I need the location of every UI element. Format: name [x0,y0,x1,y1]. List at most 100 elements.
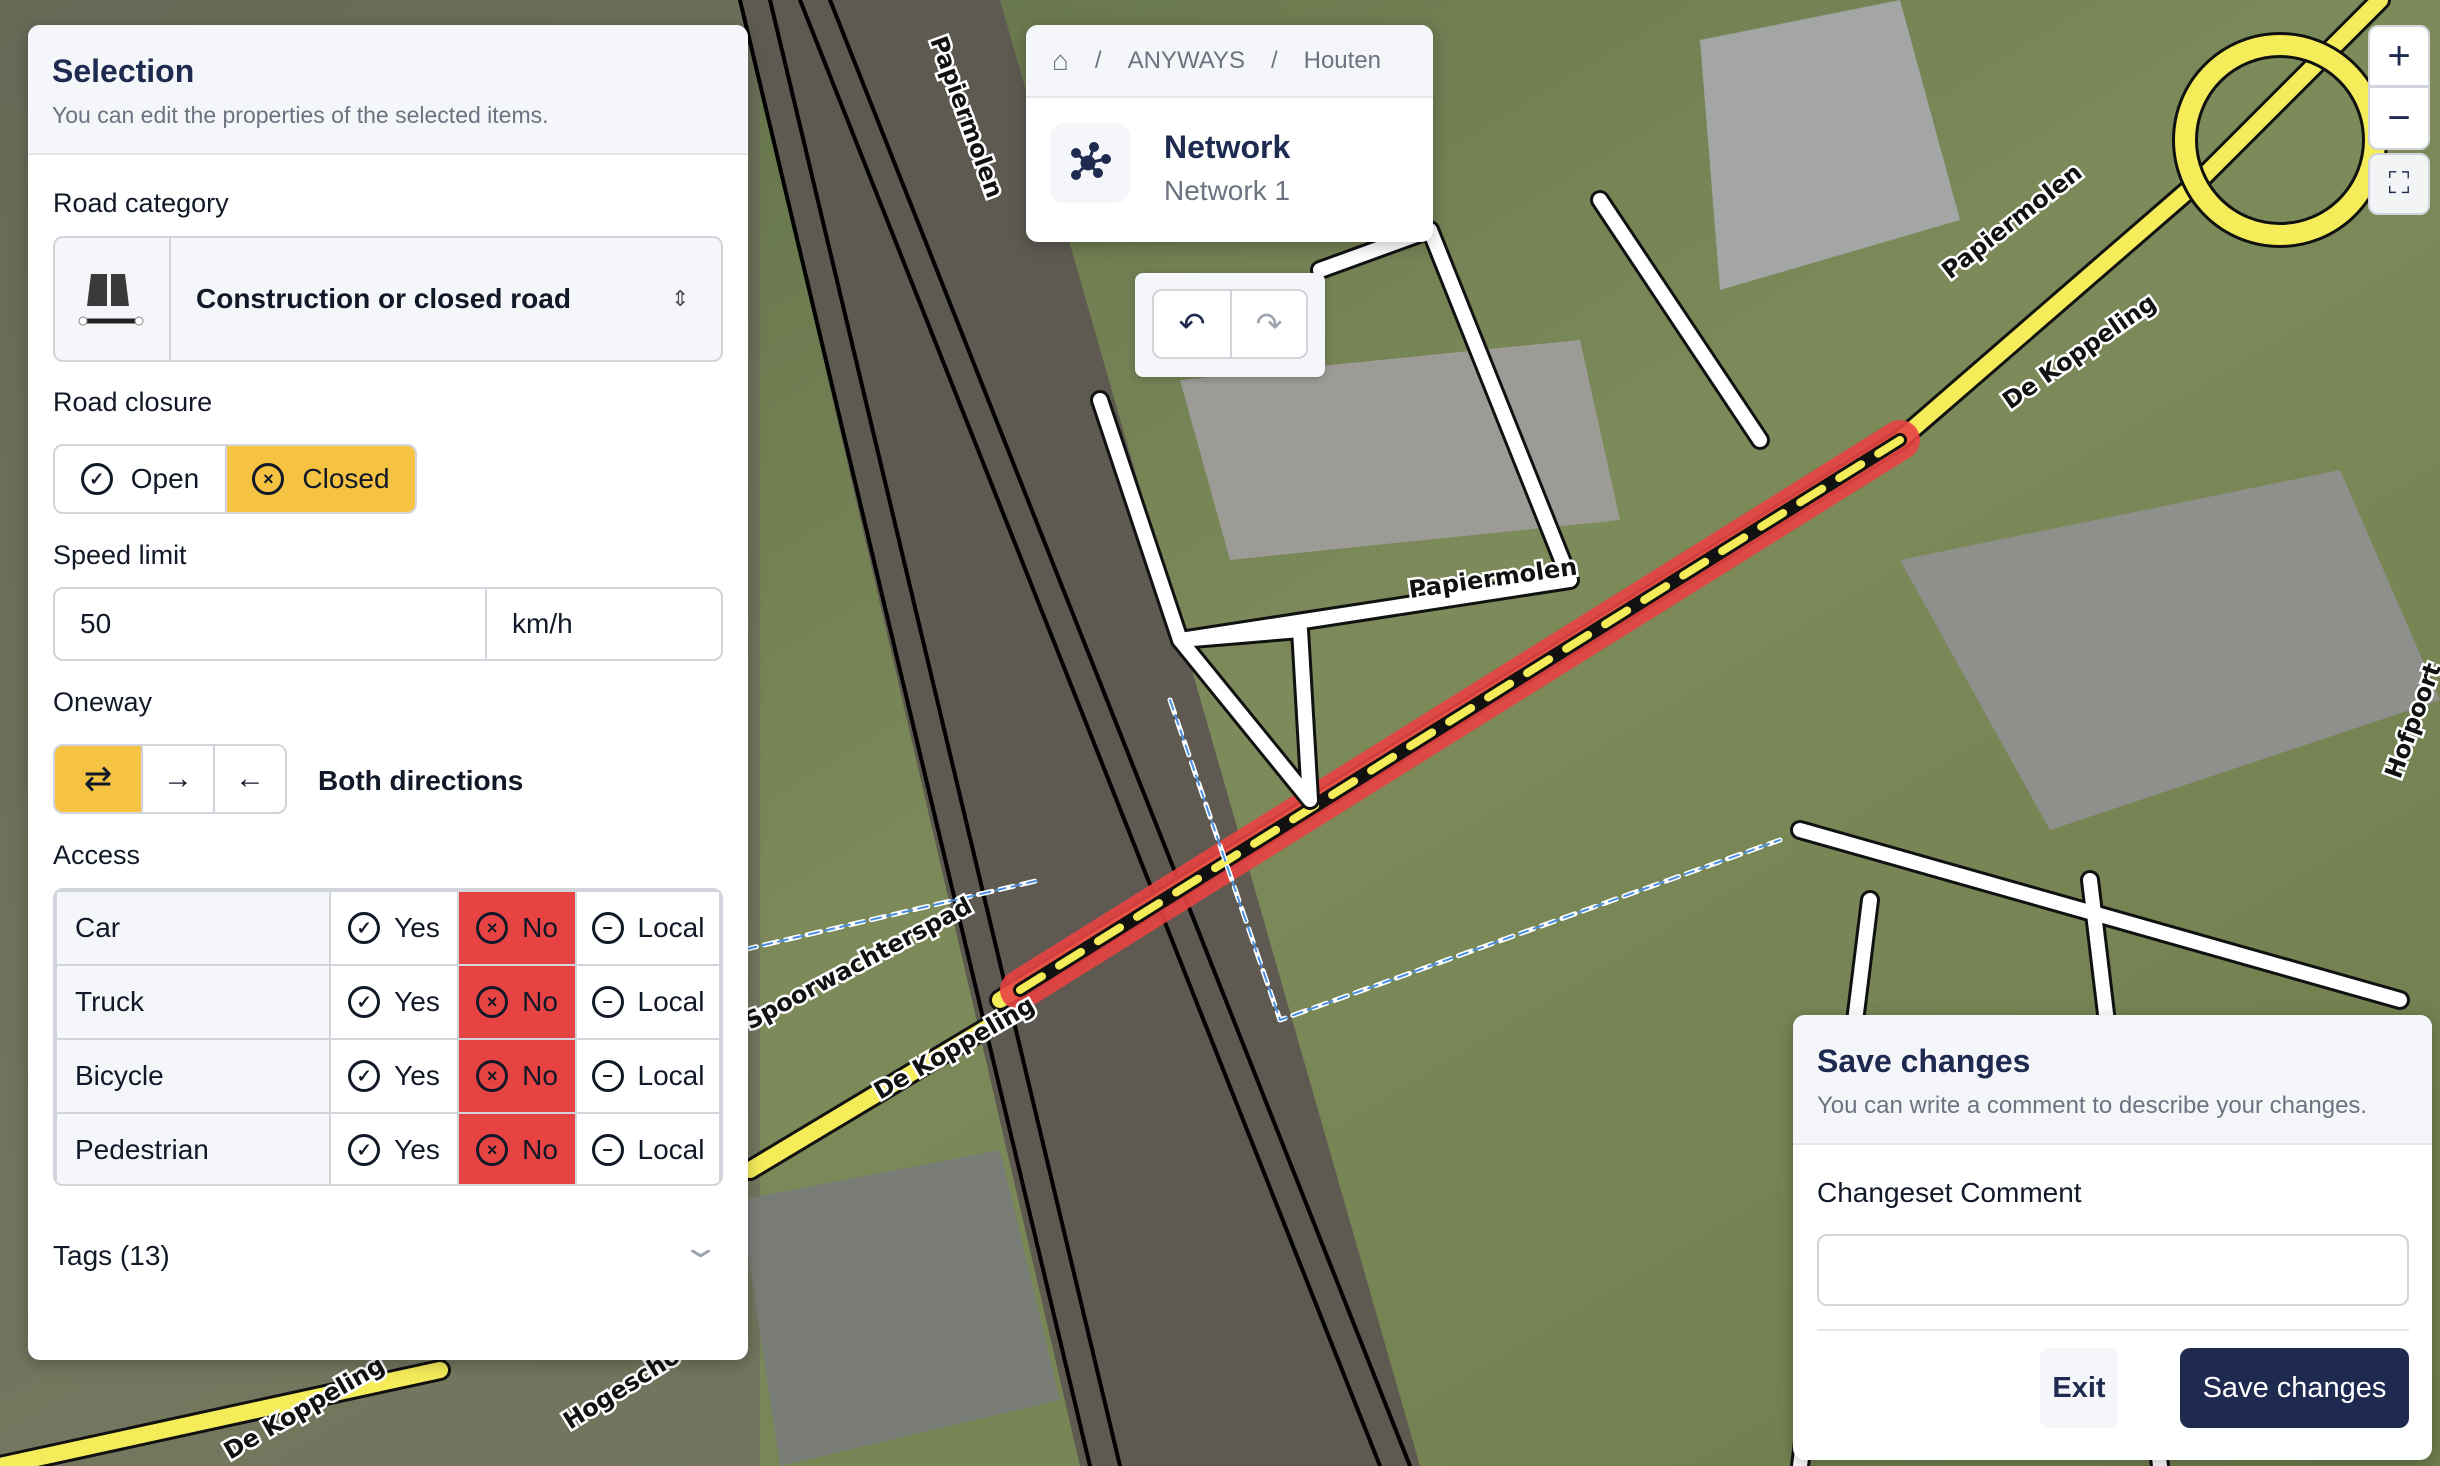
closed-road-icon [55,238,171,360]
option-label: Local [637,912,705,943]
option-label: Local [637,986,705,1017]
save-changes-button[interactable]: Save changes [2180,1348,2409,1428]
exit-button[interactable]: Exit [2040,1348,2118,1428]
access-label: Access [53,840,141,870]
access-option-no[interactable]: × No [457,964,577,1040]
breadcrumb-separator: / [1270,46,1278,74]
check-circle-icon: ✓ [80,463,113,495]
access-option-no[interactable]: × No [457,1112,577,1184]
x-circle-icon: × [476,1060,509,1092]
access-row: Truck ✓ Yes × No − Local [55,964,721,1040]
oneway-label: Oneway [53,687,153,717]
comment-label: Changeset Comment [1817,1177,2082,1208]
arrows-both-icon: ⇄ [83,760,113,798]
access-option-yes[interactable]: ✓ Yes [329,964,459,1040]
minus-circle-icon: − [591,1134,624,1166]
undo-icon: ↶ [1178,306,1206,342]
speed-limit-label: Speed limit [53,540,187,570]
access-row: Pedestrian ✓ Yes × No − Local [55,1112,721,1184]
arrow-right-icon: → [163,762,193,795]
chevron-updown-icon: ⇕ [671,286,690,311]
both-directions-button[interactable]: ⇄ [55,746,143,812]
undo-button[interactable]: ↶ [1154,291,1232,357]
x-circle-icon: × [476,912,509,944]
check-circle-icon: ✓ [348,912,381,944]
minus-circle-icon: − [591,912,624,944]
access-mode: Pedestrian [55,1112,331,1184]
breadcrumb-item[interactable]: ANYWAYS [1127,46,1245,74]
option-label: Yes [394,1060,440,1091]
access-option-yes[interactable]: ✓ Yes [329,890,459,966]
access-option-local[interactable]: − Local [575,1038,721,1114]
breadcrumb-item[interactable]: Houten [1303,46,1382,74]
access-mode: Car [55,890,331,966]
check-circle-icon: ✓ [348,1060,381,1092]
road-closure-toggle: ✓ Open × Closed [53,444,417,514]
access-option-yes[interactable]: ✓ Yes [329,1038,459,1114]
closure-open-button[interactable]: ✓ Open [55,446,227,512]
arrow-left-icon: ← [235,762,265,795]
option-label: No [522,912,558,943]
zoom-out-button[interactable]: − [2368,86,2430,150]
option-label: No [522,1134,558,1165]
access-option-local[interactable]: − Local [575,964,721,1040]
breadcrumb-card: ⌂ / ANYWAYS / Houten Network Network 1 [1026,25,1433,242]
option-label: No [522,1060,558,1091]
redo-button[interactable]: ↷ [1232,291,1306,357]
redo-icon: ↷ [1255,306,1283,342]
option-label: Closed [302,463,390,494]
speed-limit-field: 50 km/h [53,587,723,661]
road-category-select[interactable]: Construction or closed road ⇕ [53,236,723,362]
check-circle-icon: ✓ [348,986,381,1018]
expand-icon: ⛶ [2388,167,2410,200]
access-row: Car ✓ Yes × No − Local [55,890,721,966]
save-subtitle: You can write a comment to describe your… [1817,1092,2368,1119]
access-option-local[interactable]: − Local [575,1112,721,1184]
road-category-value: Construction or closed road [196,283,571,314]
speed-limit-input[interactable]: 50 [55,589,487,659]
option-label: No [522,986,558,1017]
oneway-value: Both directions [318,765,524,796]
home-icon[interactable]: ⌂ [1052,44,1069,76]
option-label: Yes [394,986,440,1017]
minus-circle-icon: − [591,1060,624,1092]
undo-redo-group: ↶ ↷ [1152,289,1308,359]
access-row: Bicycle ✓ Yes × No − Local [55,1038,721,1114]
option-label: Local [637,1134,705,1165]
zoom-in-button[interactable]: + [2368,25,2430,87]
x-circle-icon: × [476,1134,509,1166]
closure-closed-button[interactable]: × Closed [227,446,415,512]
option-label: Open [130,463,200,494]
minus-icon: − [2387,95,2411,140]
network-title: Network [1164,129,1291,165]
network-icon [1050,123,1130,203]
backward-button[interactable]: ← [215,746,285,812]
network-name: Network 1 [1164,175,1291,206]
access-table: Car ✓ Yes × No − Local Truck ✓ Yes × No − Local Bicycl… [53,888,723,1186]
x-circle-icon: × [252,463,285,495]
road-category-label: Road category [53,188,229,218]
option-label: Yes [394,1134,440,1165]
panel-title: Selection [52,53,195,89]
save-title: Save changes [1817,1043,2031,1079]
tags-toggle[interactable]: Tags (13) [53,1240,170,1271]
fullscreen-button[interactable]: ⛶ [2368,153,2430,215]
access-option-no[interactable]: × No [457,1038,577,1114]
option-label: Yes [394,912,440,943]
x-circle-icon: × [476,986,509,1018]
access-option-no[interactable]: × No [457,890,577,966]
forward-button[interactable]: → [143,746,215,812]
breadcrumb-separator: / [1094,46,1102,74]
panel-subtitle: You can edit the properties of the selec… [52,102,549,128]
chevron-down-icon[interactable]: ⌄ [680,1231,721,1264]
access-mode: Bicycle [55,1038,331,1114]
plus-icon: + [2387,33,2411,78]
access-option-local[interactable]: − Local [575,890,721,966]
oneway-toggle: ⇄ → ← [53,744,287,814]
road-closure-label: Road closure [53,387,213,417]
minus-circle-icon: − [591,986,624,1018]
access-option-yes[interactable]: ✓ Yes [329,1112,459,1184]
changeset-comment-input[interactable] [1817,1234,2409,1306]
breadcrumb: ⌂ / ANYWAYS / Houten [1026,25,1433,98]
history-controls: ↶ ↷ [1135,273,1325,377]
